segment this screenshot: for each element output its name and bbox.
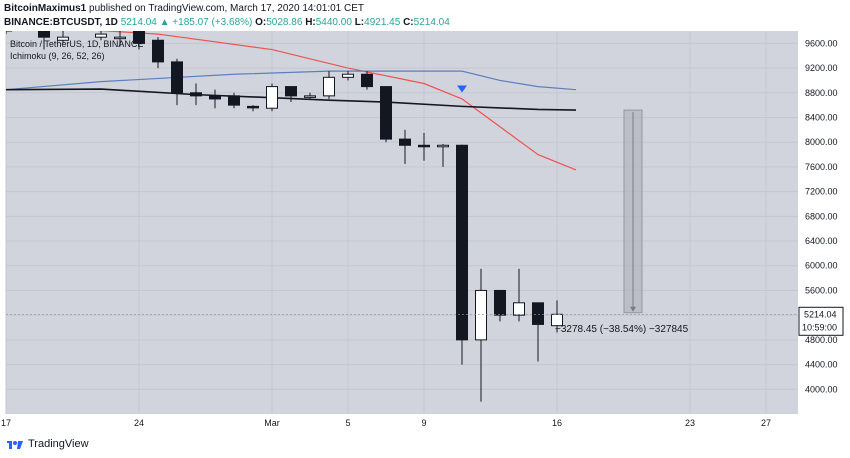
candle-body[interactable] bbox=[494, 289, 506, 316]
last-price-label: 5214.04 bbox=[804, 309, 837, 319]
candle-body[interactable] bbox=[152, 39, 164, 63]
candle-body[interactable] bbox=[399, 138, 411, 146]
legend-indicator: Ichimoku (9, 26, 52, 26) bbox=[10, 51, 105, 61]
y-tick-label: 6000.00 bbox=[805, 261, 838, 271]
author-name[interactable]: BitcoinMaximus1 bbox=[4, 3, 87, 14]
y-tick-label: 8800.00 bbox=[805, 88, 838, 98]
publish-info: published on TradingView.com, March 17, … bbox=[89, 3, 365, 14]
y-tick-label: 6800.00 bbox=[805, 211, 838, 221]
candle-body[interactable] bbox=[95, 33, 107, 38]
y-tick-label: 5600.00 bbox=[805, 285, 838, 295]
x-tick-label: 17 bbox=[1, 418, 11, 428]
open-value: 5028.86 bbox=[266, 17, 303, 28]
measure-label: −3278.45 (−38.54%) −327845 bbox=[555, 324, 689, 335]
symbol-label: BINANCE:BTCUSDT, 1D bbox=[4, 17, 118, 28]
open-label: O: bbox=[255, 17, 267, 28]
x-tick-label: 16 bbox=[552, 418, 562, 428]
candle-body[interactable] bbox=[171, 61, 183, 94]
candle-body[interactable] bbox=[38, 31, 50, 38]
legend-symbol: Bitcoin / TetherUS, 1D, BINANCE bbox=[10, 39, 143, 49]
ma-line-red bbox=[97, 31, 577, 171]
candle-body[interactable] bbox=[551, 313, 563, 327]
bar-countdown-label: 10:59:00 bbox=[802, 322, 837, 332]
footer-brand: TradingView bbox=[28, 438, 89, 450]
y-tick-label: 7200.00 bbox=[805, 187, 838, 197]
x-tick-label: 27 bbox=[761, 418, 771, 428]
candle-body[interactable] bbox=[285, 86, 297, 97]
y-tick-label: 8400.00 bbox=[805, 112, 838, 122]
candle-body[interactable] bbox=[247, 105, 259, 109]
x-tick-label: 5 bbox=[345, 418, 350, 428]
close-label: C: bbox=[403, 17, 414, 28]
price-chart[interactable]: −3278.45 (−38.54%) −327845 Bitcoin / Tet… bbox=[0, 0, 850, 430]
low-label: L: bbox=[354, 17, 365, 28]
x-tick-label: Mar bbox=[264, 418, 280, 428]
candle-body[interactable] bbox=[323, 76, 335, 97]
candle-body[interactable] bbox=[228, 95, 240, 106]
close-value: 5214.04 bbox=[413, 17, 450, 28]
x-tick-label: 23 bbox=[685, 418, 695, 428]
plot-area[interactable] bbox=[6, 31, 798, 414]
x-tick-label: 9 bbox=[421, 418, 426, 428]
low-value: 4921.45 bbox=[364, 17, 401, 28]
candle-body[interactable] bbox=[342, 73, 354, 78]
last-price: 5214.04 bbox=[120, 17, 157, 28]
candle-body[interactable] bbox=[456, 144, 468, 341]
x-tick-label: 24 bbox=[134, 418, 144, 428]
candle-body[interactable] bbox=[114, 36, 126, 40]
candle-body[interactable] bbox=[190, 92, 202, 97]
y-tick-label: 8000.00 bbox=[805, 137, 838, 147]
last-price-box bbox=[798, 306, 844, 336]
tradingview-footer[interactable]: TradingView bbox=[6, 438, 89, 450]
ohlc-line: BINANCE:BTCUSDT, 1D 5214.04 ▲ +185.07 (+… bbox=[4, 17, 450, 28]
y-tick-label: 4400.00 bbox=[805, 360, 838, 370]
measure-arrow-head bbox=[630, 306, 636, 312]
ma-line-black bbox=[6, 88, 577, 111]
publish-line: BitcoinMaximus1 published on TradingView… bbox=[4, 3, 364, 14]
y-tick-label: 6400.00 bbox=[805, 236, 838, 246]
y-tick-label: 9200.00 bbox=[805, 63, 838, 73]
candle-body[interactable] bbox=[513, 302, 525, 316]
candle-body[interactable] bbox=[209, 95, 221, 100]
y-tick-label: 4000.00 bbox=[805, 384, 838, 394]
price-axis[interactable] bbox=[798, 31, 844, 414]
candle-body[interactable] bbox=[437, 144, 449, 148]
high-value: 5440.00 bbox=[315, 17, 352, 28]
candle-body[interactable] bbox=[266, 86, 278, 109]
down-arrow-marker bbox=[457, 85, 467, 93]
y-tick-label: 7600.00 bbox=[805, 162, 838, 172]
candle-body[interactable] bbox=[380, 86, 392, 140]
candle-body[interactable] bbox=[1, 25, 12, 32]
candle-body[interactable] bbox=[57, 36, 69, 41]
candle-body[interactable] bbox=[475, 289, 487, 341]
candle-body[interactable] bbox=[361, 73, 373, 88]
high-label: H: bbox=[305, 17, 316, 28]
y-tick-label: 4800.00 bbox=[805, 335, 838, 345]
tradingview-logo-icon bbox=[7, 441, 23, 449]
price-change: ▲ +185.07 (+3.68%) bbox=[159, 17, 253, 28]
candle-body[interactable] bbox=[133, 31, 145, 44]
candle-body[interactable] bbox=[532, 302, 544, 325]
candle-body[interactable] bbox=[418, 144, 430, 148]
time-axis[interactable] bbox=[6, 414, 844, 430]
candle-body[interactable] bbox=[304, 95, 316, 98]
ma-line-blue bbox=[6, 70, 577, 91]
y-tick-label: 9600.00 bbox=[805, 38, 838, 48]
